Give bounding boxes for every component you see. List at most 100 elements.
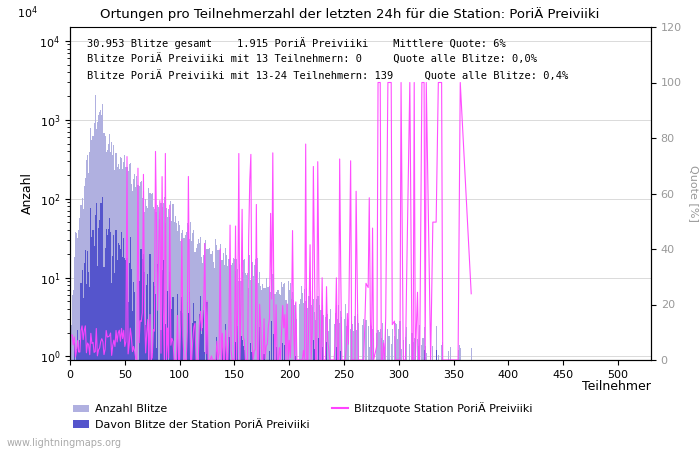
Bar — [351, 321, 352, 450]
Bar — [286, 304, 288, 450]
Bar — [258, 284, 259, 450]
Bar — [458, 345, 460, 450]
Bar — [249, 255, 251, 450]
Bar — [191, 241, 193, 450]
Bar — [385, 322, 386, 450]
Bar — [383, 341, 384, 450]
Text: Blitze PoriÄ Preiviiki mit 13-24 Teilnehmern: 139     Quote alle Blitze: 0,4%: Blitze PoriÄ Preiviiki mit 13-24 Teilneh… — [88, 70, 568, 81]
Bar — [442, 342, 443, 450]
Bar — [396, 324, 397, 450]
Bar — [267, 287, 268, 450]
Bar — [166, 208, 167, 450]
Bar — [293, 300, 294, 450]
Bar — [118, 164, 119, 450]
Bar — [248, 288, 249, 450]
Bar — [311, 305, 312, 450]
Bar — [406, 327, 407, 450]
Bar — [76, 349, 77, 450]
Bar — [225, 324, 226, 450]
Bar — [187, 223, 188, 450]
Bar — [301, 286, 302, 450]
Bar — [185, 235, 186, 450]
Bar — [204, 351, 205, 450]
Bar — [216, 338, 218, 450]
Bar — [150, 194, 152, 450]
Bar — [276, 290, 278, 450]
Bar — [280, 295, 281, 450]
Bar — [179, 225, 180, 450]
Bar — [147, 208, 148, 450]
Bar — [85, 249, 86, 450]
Bar — [133, 282, 134, 450]
Bar — [441, 345, 442, 450]
Bar — [292, 292, 293, 450]
Bar — [206, 302, 208, 450]
Legend: Anzahl Blitze, Davon Blitze der Station PoriÄ Preiviiki, Blitzquote Station Pori: Anzahl Blitze, Davon Blitze der Station … — [68, 398, 537, 434]
Bar — [272, 274, 273, 450]
Bar — [326, 297, 327, 450]
Bar — [195, 248, 197, 450]
Bar — [350, 329, 351, 450]
Bar — [274, 294, 276, 450]
Bar — [358, 323, 359, 450]
Bar — [382, 323, 383, 450]
Bar — [112, 256, 113, 450]
Bar — [114, 170, 116, 450]
Bar — [415, 339, 416, 450]
Bar — [125, 260, 127, 450]
Bar — [114, 274, 116, 450]
Bar — [225, 248, 226, 450]
Bar — [418, 346, 419, 450]
Bar — [143, 192, 144, 450]
Bar — [387, 329, 388, 450]
Bar — [398, 328, 400, 450]
Bar — [295, 356, 296, 450]
Bar — [339, 324, 340, 450]
Bar — [314, 312, 315, 450]
Bar — [84, 263, 85, 450]
Bar — [170, 201, 172, 450]
Bar — [141, 181, 142, 450]
Bar — [71, 295, 73, 450]
Text: Blitze PoriÄ Preiviiki mit 13 Teilnehmern: 0     Quote alle Blitze: 0,0%: Blitze PoriÄ Preiviiki mit 13 Teilnehmer… — [88, 54, 538, 65]
Bar — [448, 351, 449, 450]
Bar — [246, 274, 247, 450]
Bar — [220, 260, 222, 450]
Bar — [202, 328, 203, 450]
Bar — [336, 346, 337, 450]
Bar — [400, 349, 402, 450]
Bar — [323, 315, 324, 450]
Bar — [121, 158, 122, 450]
Bar — [162, 260, 164, 450]
Bar — [381, 338, 382, 450]
Bar — [346, 319, 348, 450]
Bar — [228, 337, 230, 450]
Bar — [87, 155, 88, 450]
Bar — [204, 243, 205, 450]
Bar — [79, 218, 81, 450]
Bar — [222, 260, 223, 450]
Bar — [134, 292, 135, 450]
Bar — [363, 320, 364, 450]
Bar — [326, 342, 327, 450]
Bar — [284, 345, 286, 450]
Bar — [211, 253, 212, 450]
Bar — [263, 288, 265, 450]
Bar — [300, 299, 301, 450]
Bar — [344, 304, 346, 450]
Bar — [109, 218, 110, 450]
Bar — [174, 222, 175, 450]
Bar — [131, 270, 132, 450]
Bar — [281, 282, 282, 450]
Bar — [284, 283, 286, 450]
Bar — [230, 265, 232, 450]
Bar — [218, 250, 220, 450]
Bar — [139, 182, 141, 450]
Bar — [303, 303, 304, 450]
Bar — [112, 154, 113, 450]
Bar — [216, 245, 218, 450]
Bar — [76, 233, 77, 450]
Bar — [245, 273, 246, 450]
Bar — [368, 326, 369, 450]
Bar — [111, 142, 112, 450]
